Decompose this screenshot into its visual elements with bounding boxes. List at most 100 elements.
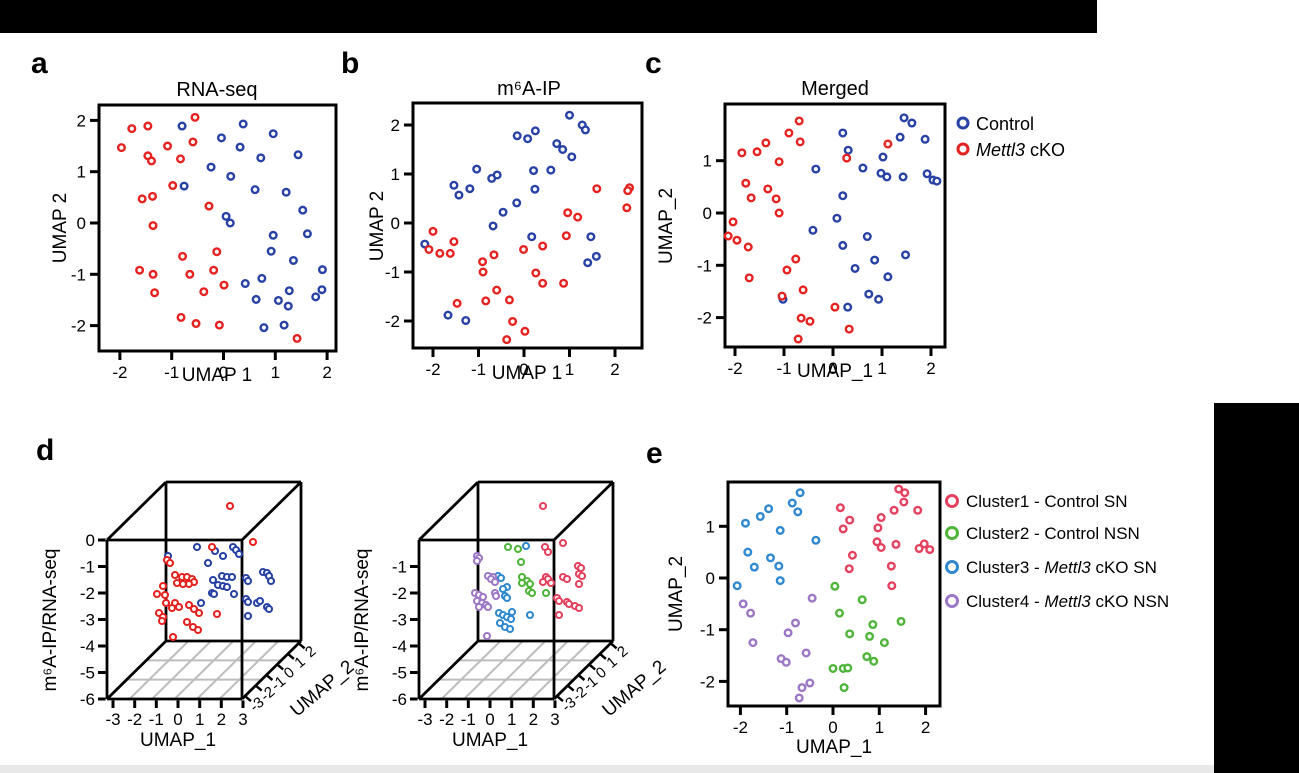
data-point xyxy=(165,558,175,568)
data-point xyxy=(491,591,501,601)
data-point xyxy=(256,153,266,163)
panel-a: -2 -1 0 1 2 2 1 0 -1 -2 xyxy=(71,103,338,382)
z-tick-label: -3 xyxy=(392,611,407,630)
data-point xyxy=(209,265,219,275)
data-point xyxy=(152,589,162,599)
data-point xyxy=(512,131,522,141)
y-tick-label: -2 xyxy=(700,672,715,691)
data-point xyxy=(807,593,817,603)
data-point xyxy=(512,198,522,208)
data-point xyxy=(513,544,523,554)
data-point xyxy=(874,294,884,304)
y-tick-label: 1 xyxy=(706,517,715,536)
data-point xyxy=(530,126,540,136)
z-tick-label: -4 xyxy=(80,637,95,656)
data-point xyxy=(248,537,258,547)
z-tick-label: -3 xyxy=(80,611,95,630)
x-tick-label: 2 xyxy=(921,718,930,737)
panel-e-legend: Cluster1 - Control SN Cluster2 - Control… xyxy=(945,492,1169,611)
legend-label-mettl3-cko: Mettl3 cKO xyxy=(976,140,1065,160)
depth-tick xyxy=(287,652,295,660)
data-point xyxy=(435,248,445,258)
data-point xyxy=(225,501,235,511)
data-point xyxy=(168,181,178,191)
data-point xyxy=(899,497,909,507)
data-point xyxy=(204,201,214,211)
data-point xyxy=(227,572,237,582)
x-tick-label: 2 xyxy=(217,710,226,729)
z-tick-label: -2 xyxy=(80,584,95,603)
y-tick-label: -2 xyxy=(71,317,86,336)
panel-d-left-xlabel: UMAP_1 xyxy=(140,730,216,751)
data-point xyxy=(148,191,158,201)
data-point xyxy=(492,285,502,295)
data-point xyxy=(565,110,575,120)
data-point xyxy=(563,208,573,218)
data-point xyxy=(508,316,518,326)
data-point xyxy=(498,207,508,217)
panel-letter-b: b xyxy=(341,47,359,80)
x-tick-label: 0 xyxy=(519,360,528,379)
grid-line xyxy=(463,640,524,700)
data-point xyxy=(737,148,747,158)
data-point xyxy=(221,211,231,221)
data-point xyxy=(190,112,200,122)
data-point xyxy=(185,269,195,279)
data-point xyxy=(298,205,308,215)
data-point xyxy=(839,683,849,693)
data-point xyxy=(869,656,879,666)
data-point xyxy=(281,187,291,197)
data-point xyxy=(567,152,577,162)
data-point xyxy=(176,312,186,322)
data-point xyxy=(546,165,556,175)
data-point xyxy=(795,137,805,147)
data-point xyxy=(266,246,276,256)
legend-marker-cluster2 xyxy=(945,526,959,540)
grid-line xyxy=(530,640,592,700)
panel-letter-c: c xyxy=(645,47,662,80)
figure-background xyxy=(0,33,1299,773)
data-point xyxy=(283,301,293,311)
data-point xyxy=(580,125,590,135)
x-tick-label: 2 xyxy=(322,363,331,382)
data-point xyxy=(474,602,484,612)
y-tick-label: 2 xyxy=(77,111,86,130)
data-point xyxy=(292,333,302,343)
data-point xyxy=(488,221,498,231)
data-point xyxy=(218,551,228,561)
x-tick-label: -2 xyxy=(439,710,454,729)
data-point xyxy=(764,504,774,514)
depth-tick xyxy=(276,663,284,671)
y-tick-label: -1 xyxy=(697,256,712,275)
z-tick-label: 0 xyxy=(86,531,95,550)
data-point xyxy=(193,625,203,635)
data-point xyxy=(146,156,156,166)
x-tick-label: 2 xyxy=(529,710,538,729)
z-tick-label: -1 xyxy=(80,558,95,577)
x-tick-label: 0 xyxy=(828,718,837,737)
data-point xyxy=(793,334,803,344)
panel-letter-e: e xyxy=(646,437,663,470)
data-point xyxy=(243,576,253,586)
data-point xyxy=(808,225,818,235)
top-right-background xyxy=(1097,0,1299,33)
panel-b: -2 -1 0 1 2 2 1 0 -1 -2 xyxy=(385,101,644,379)
data-point xyxy=(495,618,505,628)
data-point xyxy=(163,141,173,151)
data-point xyxy=(723,231,733,241)
data-point xyxy=(573,212,583,222)
panel-c-title: Merged xyxy=(801,78,869,100)
data-point xyxy=(872,537,882,547)
data-point xyxy=(525,610,535,620)
data-point xyxy=(317,285,327,295)
data-point xyxy=(116,143,126,153)
grid-line xyxy=(151,640,212,700)
data-point xyxy=(219,280,229,290)
x-tick-label: -1 xyxy=(779,718,794,737)
data-point xyxy=(266,576,276,586)
data-point xyxy=(876,513,886,523)
x-tick-label: -2 xyxy=(425,360,440,379)
y-tick-label: 0 xyxy=(706,569,715,588)
